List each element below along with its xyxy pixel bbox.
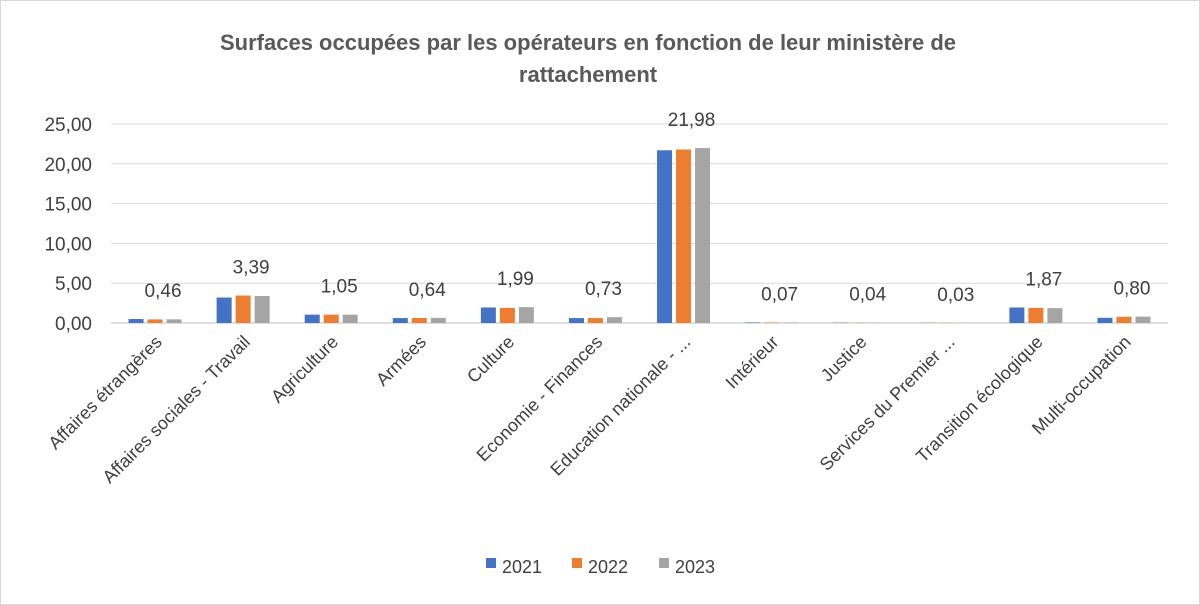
bar-2023 xyxy=(1047,308,1063,323)
bar-2021 xyxy=(1009,307,1025,323)
x-category-label: Culture xyxy=(463,332,518,387)
x-category-label: Justice xyxy=(817,332,871,386)
data-labels: 0,46 3,39 1,05 0,64 1,99 0,73 21,98 0,07 0,04 0,0… xyxy=(145,110,1151,306)
y-tick-label: 0,00 xyxy=(55,314,92,335)
bar-2023 xyxy=(254,296,270,323)
bar-2023 xyxy=(606,317,622,323)
bar-2022 xyxy=(1028,307,1044,323)
bar-2021 xyxy=(1097,317,1113,323)
y-tick-label: 10,00 xyxy=(44,234,92,255)
bar-2021 xyxy=(128,319,144,323)
legend-swatch-2022 xyxy=(572,558,582,568)
x-category-label: Agriculture xyxy=(267,332,342,407)
legend: 2021 2022 2023 xyxy=(486,557,715,577)
legend-label-2021: 2021 xyxy=(502,557,542,577)
bar-2023 xyxy=(342,314,358,323)
legend-label-2022: 2022 xyxy=(588,557,628,577)
data-label: 1,99 xyxy=(497,269,534,290)
data-label: 0,04 xyxy=(849,285,886,306)
y-tick-label: 20,00 xyxy=(44,155,92,176)
bar-2022 xyxy=(235,295,251,323)
bar-2021 xyxy=(657,150,673,323)
data-label: 21,98 xyxy=(668,110,716,131)
data-label: 0,80 xyxy=(1113,279,1150,300)
data-label: 3,39 xyxy=(233,258,270,279)
y-tick-label: 5,00 xyxy=(55,274,92,295)
bar-2021 xyxy=(392,318,408,323)
y-tick-label: 25,00 xyxy=(44,115,92,136)
gridlines xyxy=(111,123,1168,324)
bar-2021 xyxy=(568,318,584,323)
chart-title-line-1: Surfaces occupées par les opérateurs en … xyxy=(220,30,956,55)
x-category-label: Affaires sociales - Travail xyxy=(99,332,254,487)
data-label: 1,87 xyxy=(1025,269,1062,290)
x-category-label: Intérieur xyxy=(722,332,783,393)
bar-2022 xyxy=(1116,316,1132,323)
data-label: 0,73 xyxy=(585,279,622,300)
bar-2022 xyxy=(764,322,780,323)
data-label: 0,03 xyxy=(937,285,974,306)
bar-2021 xyxy=(216,297,232,323)
legend-label-2023: 2023 xyxy=(675,557,715,577)
bar-2023 xyxy=(1135,316,1151,323)
bar-2022 xyxy=(323,314,339,323)
bar-2021 xyxy=(304,314,320,323)
data-label: 1,05 xyxy=(321,277,358,298)
legend-swatch-2023 xyxy=(659,558,669,568)
bars xyxy=(128,148,1151,323)
bar-2021 xyxy=(480,307,496,323)
chart-title-line-2: rattachement xyxy=(519,62,658,87)
data-label: 0,64 xyxy=(409,280,446,301)
bar-2022 xyxy=(676,149,692,323)
bar-2023 xyxy=(783,322,799,323)
data-label: 0,46 xyxy=(145,281,182,302)
bar-2023 xyxy=(430,317,446,323)
bar-2023 xyxy=(166,319,182,323)
y-axis-ticks: 0,00 5,00 10,00 15,00 20,00 25,00 xyxy=(44,115,92,335)
bar-2023 xyxy=(518,307,534,323)
bar-2021 xyxy=(745,322,761,323)
bar-2023 xyxy=(695,148,711,323)
legend-swatch-2021 xyxy=(486,558,496,568)
bar-2022 xyxy=(587,318,603,323)
x-category-label: Armées xyxy=(372,332,430,390)
y-tick-label: 15,00 xyxy=(44,195,92,216)
bar-2022 xyxy=(411,317,427,323)
data-label: 0,07 xyxy=(761,284,798,305)
bar-2022 xyxy=(147,319,163,323)
bar-2022 xyxy=(499,307,515,323)
